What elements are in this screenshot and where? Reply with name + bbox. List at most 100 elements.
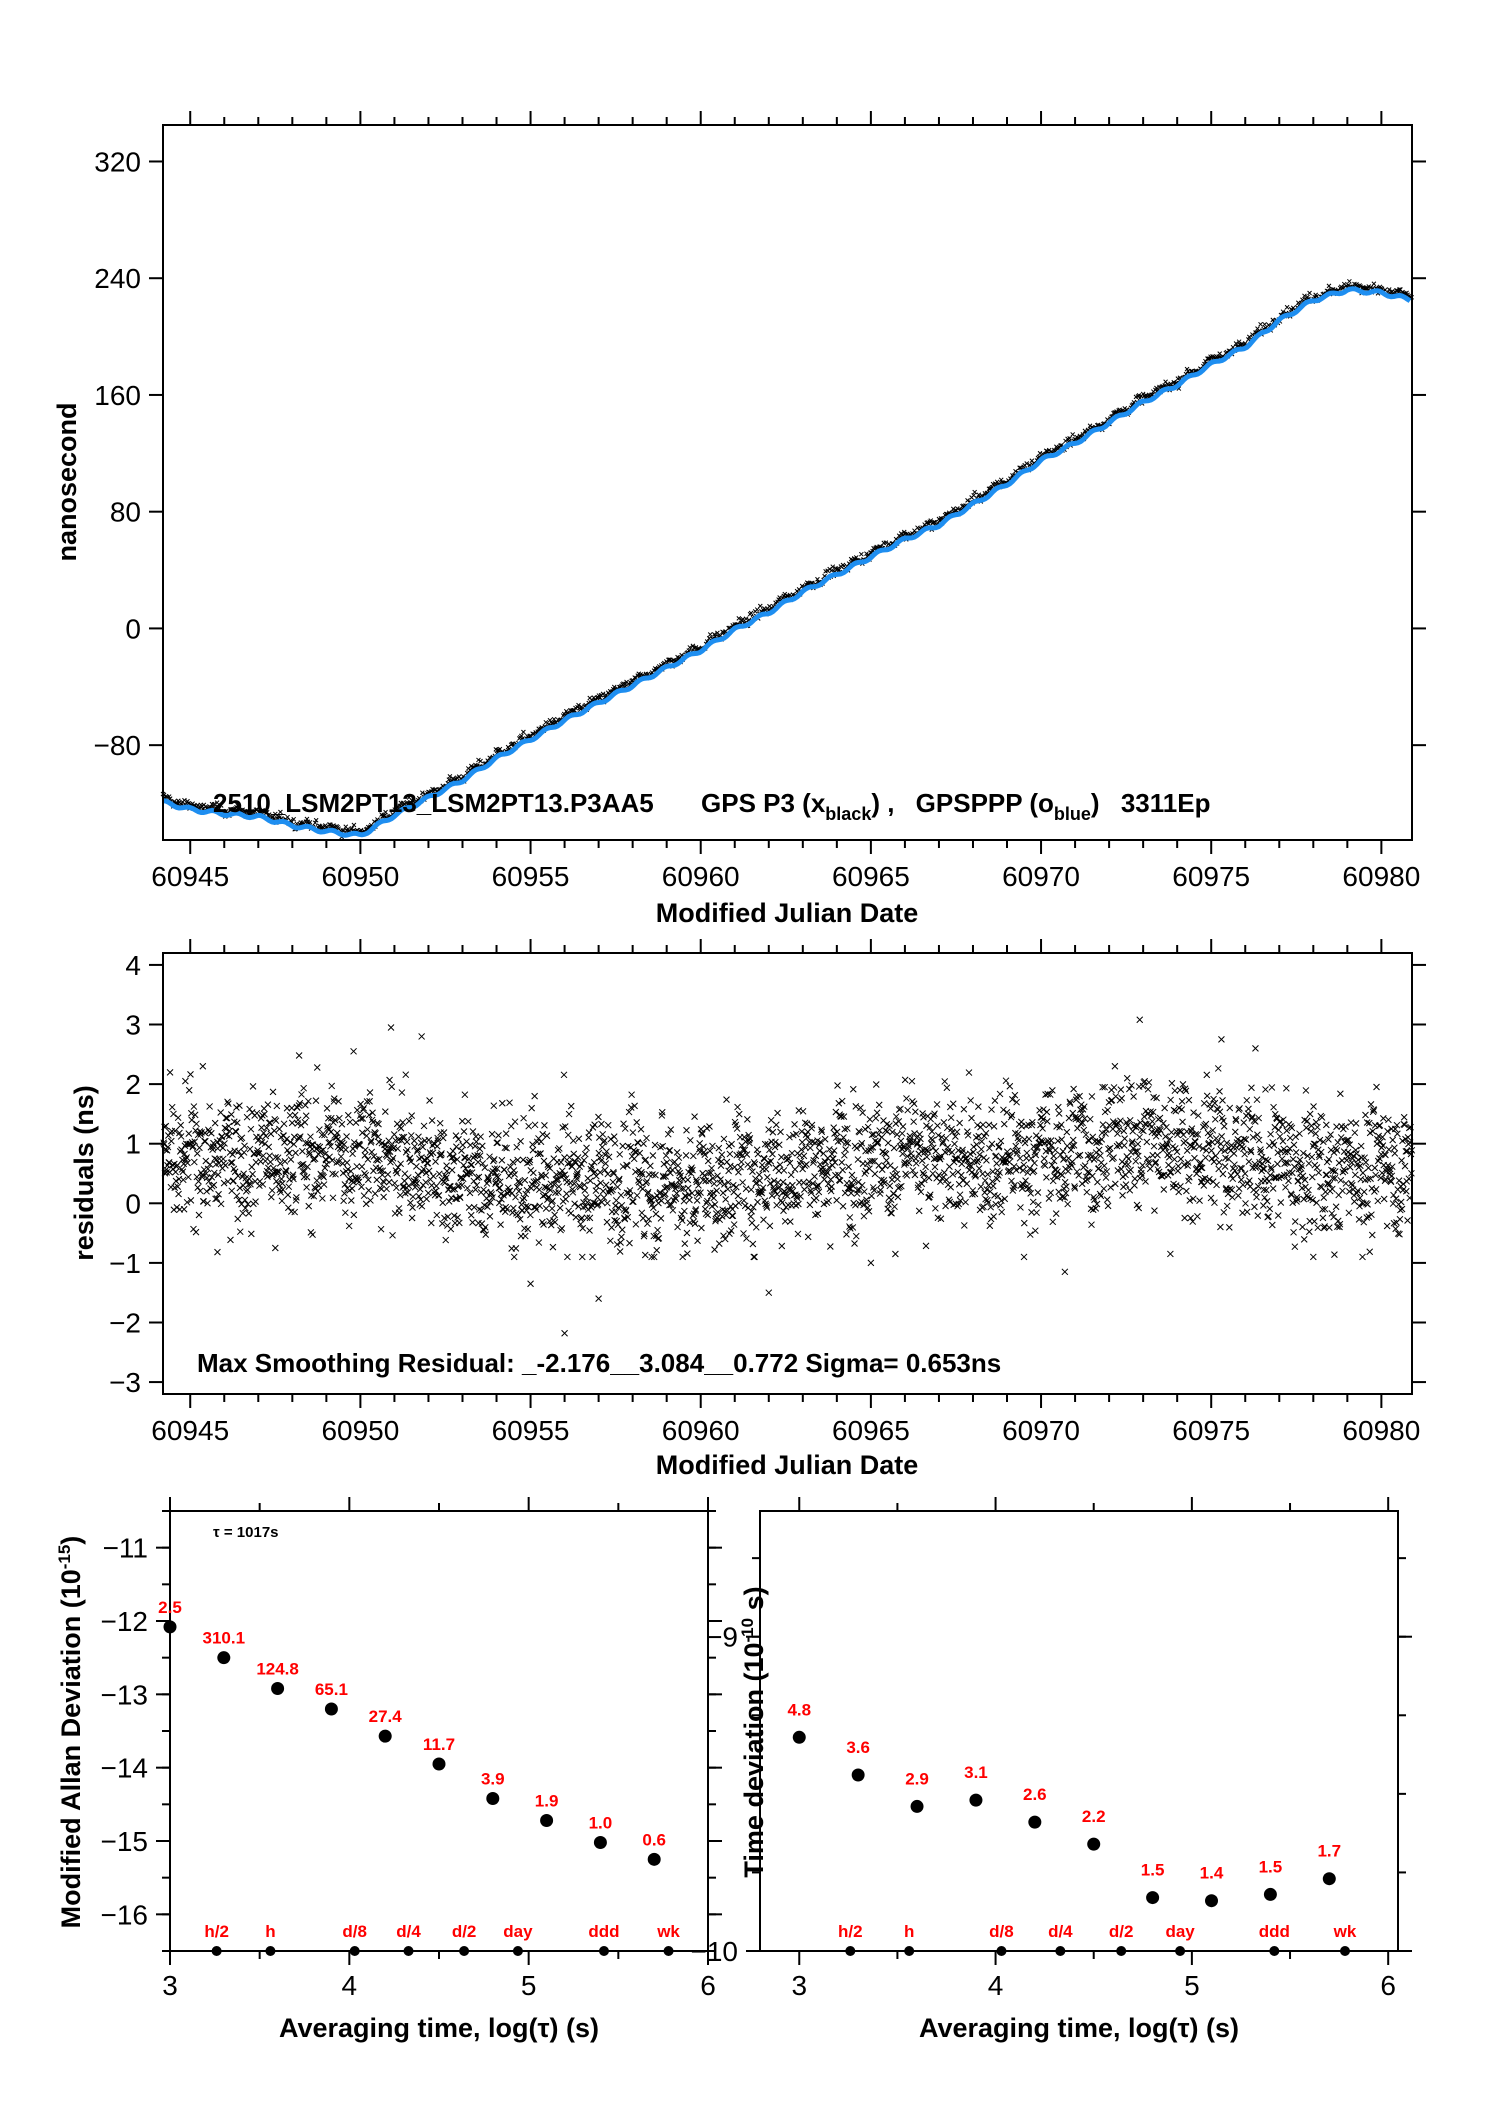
residual-point (369, 1109, 376, 1117)
residual-point (920, 1113, 927, 1121)
point-count-label: 310.1 (203, 1629, 246, 1648)
mdev-panel: 3 4 5 6−16−15−14−13−12−11 2.5310.1124.865.1… (55, 1497, 722, 2043)
residual-point (520, 1194, 528, 1202)
residual-point (718, 1213, 726, 1220)
residual-point (617, 1239, 624, 1246)
residual-point (1057, 1121, 1065, 1129)
gps-p3-point (972, 489, 978, 495)
residual-point (762, 1200, 769, 1208)
residual-point (914, 1139, 921, 1147)
residual-point (358, 1183, 365, 1191)
residual-point (800, 1179, 807, 1186)
residual-point (182, 1156, 190, 1163)
residual-point (380, 1178, 388, 1186)
residual-point (673, 1149, 681, 1156)
residual-point (848, 1171, 856, 1179)
residual-point (874, 1138, 882, 1146)
residual-point (951, 1140, 958, 1148)
residual-point (892, 1250, 899, 1258)
residual-point (240, 1149, 248, 1156)
residual-point (1064, 1167, 1072, 1175)
y-tick-label: −15 (101, 1826, 149, 1857)
gps-p3-point (1236, 339, 1242, 345)
residual-point (1134, 1140, 1142, 1148)
residual-point (1243, 1096, 1251, 1104)
x-tick-label: 3 (162, 1970, 178, 2001)
residual-point (498, 1156, 506, 1164)
residual-point (472, 1186, 479, 1194)
residual-point (907, 1138, 915, 1146)
residual-point (597, 1179, 604, 1187)
residual-point (558, 1167, 566, 1175)
residual-point (684, 1184, 692, 1192)
residual-point (1383, 1222, 1391, 1230)
residual-point (191, 1138, 199, 1145)
residual-point (450, 1212, 458, 1220)
gps-p3-point (1326, 283, 1332, 289)
residual-point (664, 1130, 672, 1138)
residual-point (903, 1095, 910, 1102)
y-tick-label: −14 (101, 1753, 149, 1784)
residual-point (911, 1130, 918, 1137)
residual-point (1146, 1165, 1154, 1173)
residual-point (741, 1146, 749, 1154)
residual-point (432, 1158, 439, 1166)
residual-point (341, 1189, 348, 1197)
residual-point (952, 1133, 959, 1140)
residual-point (1123, 1074, 1131, 1082)
residual-point (172, 1168, 179, 1176)
residual-point (183, 1198, 191, 1206)
residual-point (227, 1236, 234, 1244)
residual-point (429, 1149, 437, 1157)
residual-point (599, 1187, 607, 1195)
residual-point (635, 1176, 642, 1184)
residual-point (984, 1199, 992, 1207)
residual-point (646, 1162, 654, 1170)
residual-point (1305, 1160, 1313, 1167)
residual-point (174, 1114, 182, 1122)
point-count-label: 1.9 (535, 1791, 559, 1810)
residual-point (682, 1152, 690, 1159)
residual-point (756, 1177, 764, 1185)
residual-point (367, 1139, 375, 1146)
residual-point (1254, 1212, 1262, 1220)
residual-point (797, 1193, 804, 1200)
residual-point (940, 1169, 948, 1176)
residual-point (721, 1181, 728, 1188)
residual-point (1404, 1217, 1411, 1224)
residual-point (551, 1218, 559, 1226)
residual-point (475, 1173, 483, 1181)
residual-point (786, 1133, 793, 1141)
residual-point (564, 1160, 572, 1167)
residual-point (258, 1124, 265, 1131)
residual-point (1226, 1104, 1234, 1112)
residual-point (903, 1152, 911, 1160)
residual-point (1033, 1209, 1040, 1217)
gps-p3-point (521, 729, 526, 735)
x-tick-label: 60950 (321, 1415, 399, 1446)
residual-point (1325, 1224, 1333, 1231)
residual-point (368, 1148, 376, 1156)
residual-point (937, 1178, 944, 1186)
residual-point (791, 1166, 799, 1173)
residual-point (629, 1129, 637, 1136)
residual-point (420, 1165, 427, 1173)
residual-point (1234, 1192, 1242, 1200)
residual-point (371, 1190, 379, 1197)
residual-point (875, 1101, 883, 1109)
residual-point (888, 1176, 896, 1184)
residual-point (266, 1119, 274, 1126)
residual-point (358, 1129, 366, 1137)
residual-point (530, 1169, 537, 1177)
residual-point (481, 1223, 489, 1231)
y-tick-label: 80 (110, 497, 141, 528)
residual-point (396, 1191, 404, 1199)
residual-point (413, 1163, 420, 1170)
residual-point (593, 1182, 601, 1190)
residuals-annotation: Max Smoothing Residual: _-2.176__3.084__… (197, 1348, 1001, 1378)
residual-point (1174, 1162, 1182, 1170)
residual-point (1334, 1139, 1342, 1146)
residual-point (916, 1143, 924, 1150)
residual-point (178, 1166, 186, 1173)
residual-point (327, 1142, 334, 1150)
